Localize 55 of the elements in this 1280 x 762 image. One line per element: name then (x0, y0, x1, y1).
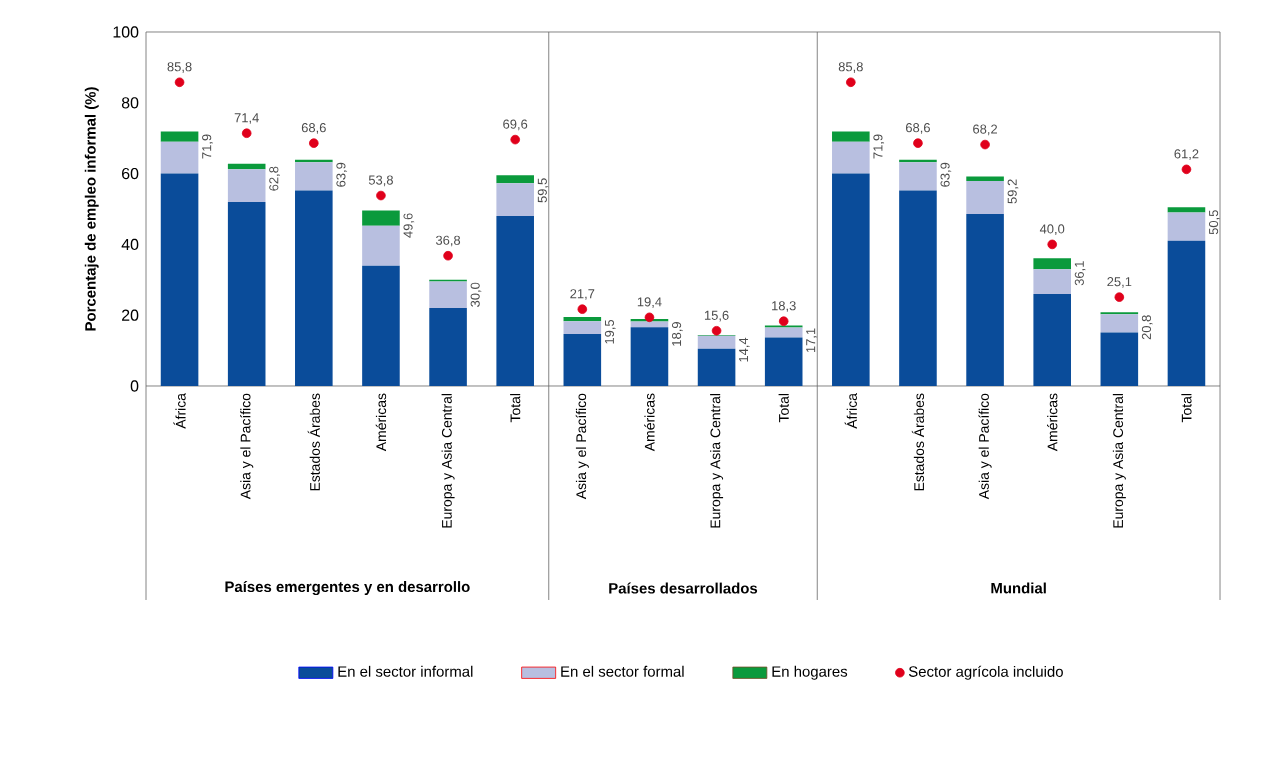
point (174, 77, 185, 88)
bar (697, 335, 736, 349)
bar (966, 181, 1004, 214)
point (1047, 239, 1057, 250)
bar (295, 190, 333, 386)
bar (496, 183, 534, 217)
bar (362, 210, 400, 226)
bar (1167, 240, 1206, 386)
bar (496, 216, 534, 386)
point (778, 316, 789, 326)
point (1181, 164, 1192, 175)
bar (160, 141, 199, 174)
point (241, 128, 252, 139)
point (577, 304, 588, 314)
bar (563, 316, 602, 322)
point (309, 138, 319, 148)
bar (160, 173, 199, 386)
bar (966, 176, 1004, 182)
bar (764, 327, 803, 338)
bar (832, 131, 870, 142)
bar (362, 225, 400, 266)
point (1114, 292, 1125, 302)
bar (899, 162, 937, 191)
bar (1167, 212, 1206, 241)
bar (295, 162, 333, 191)
point (980, 139, 990, 150)
bar (1167, 207, 1206, 213)
bar (697, 348, 736, 386)
point (376, 190, 386, 201)
bar (362, 265, 400, 386)
bar (899, 190, 937, 386)
bar (1100, 314, 1139, 333)
bar (764, 337, 803, 386)
bar (832, 141, 870, 174)
point (510, 134, 520, 145)
bar (630, 327, 669, 386)
point (711, 325, 722, 336)
point (846, 77, 856, 88)
bar (563, 333, 602, 386)
bar (227, 201, 266, 386)
bar (160, 131, 199, 142)
bar (966, 213, 1004, 386)
bar (1033, 258, 1071, 270)
bar (563, 321, 602, 334)
bar (1033, 269, 1071, 294)
point (443, 250, 453, 261)
bar (496, 175, 534, 184)
bar (1100, 332, 1139, 386)
bar (832, 173, 870, 386)
point (913, 138, 923, 148)
bar (1033, 293, 1071, 386)
point (644, 312, 655, 323)
bar (429, 281, 467, 309)
bar (227, 169, 266, 202)
bar (429, 308, 467, 386)
